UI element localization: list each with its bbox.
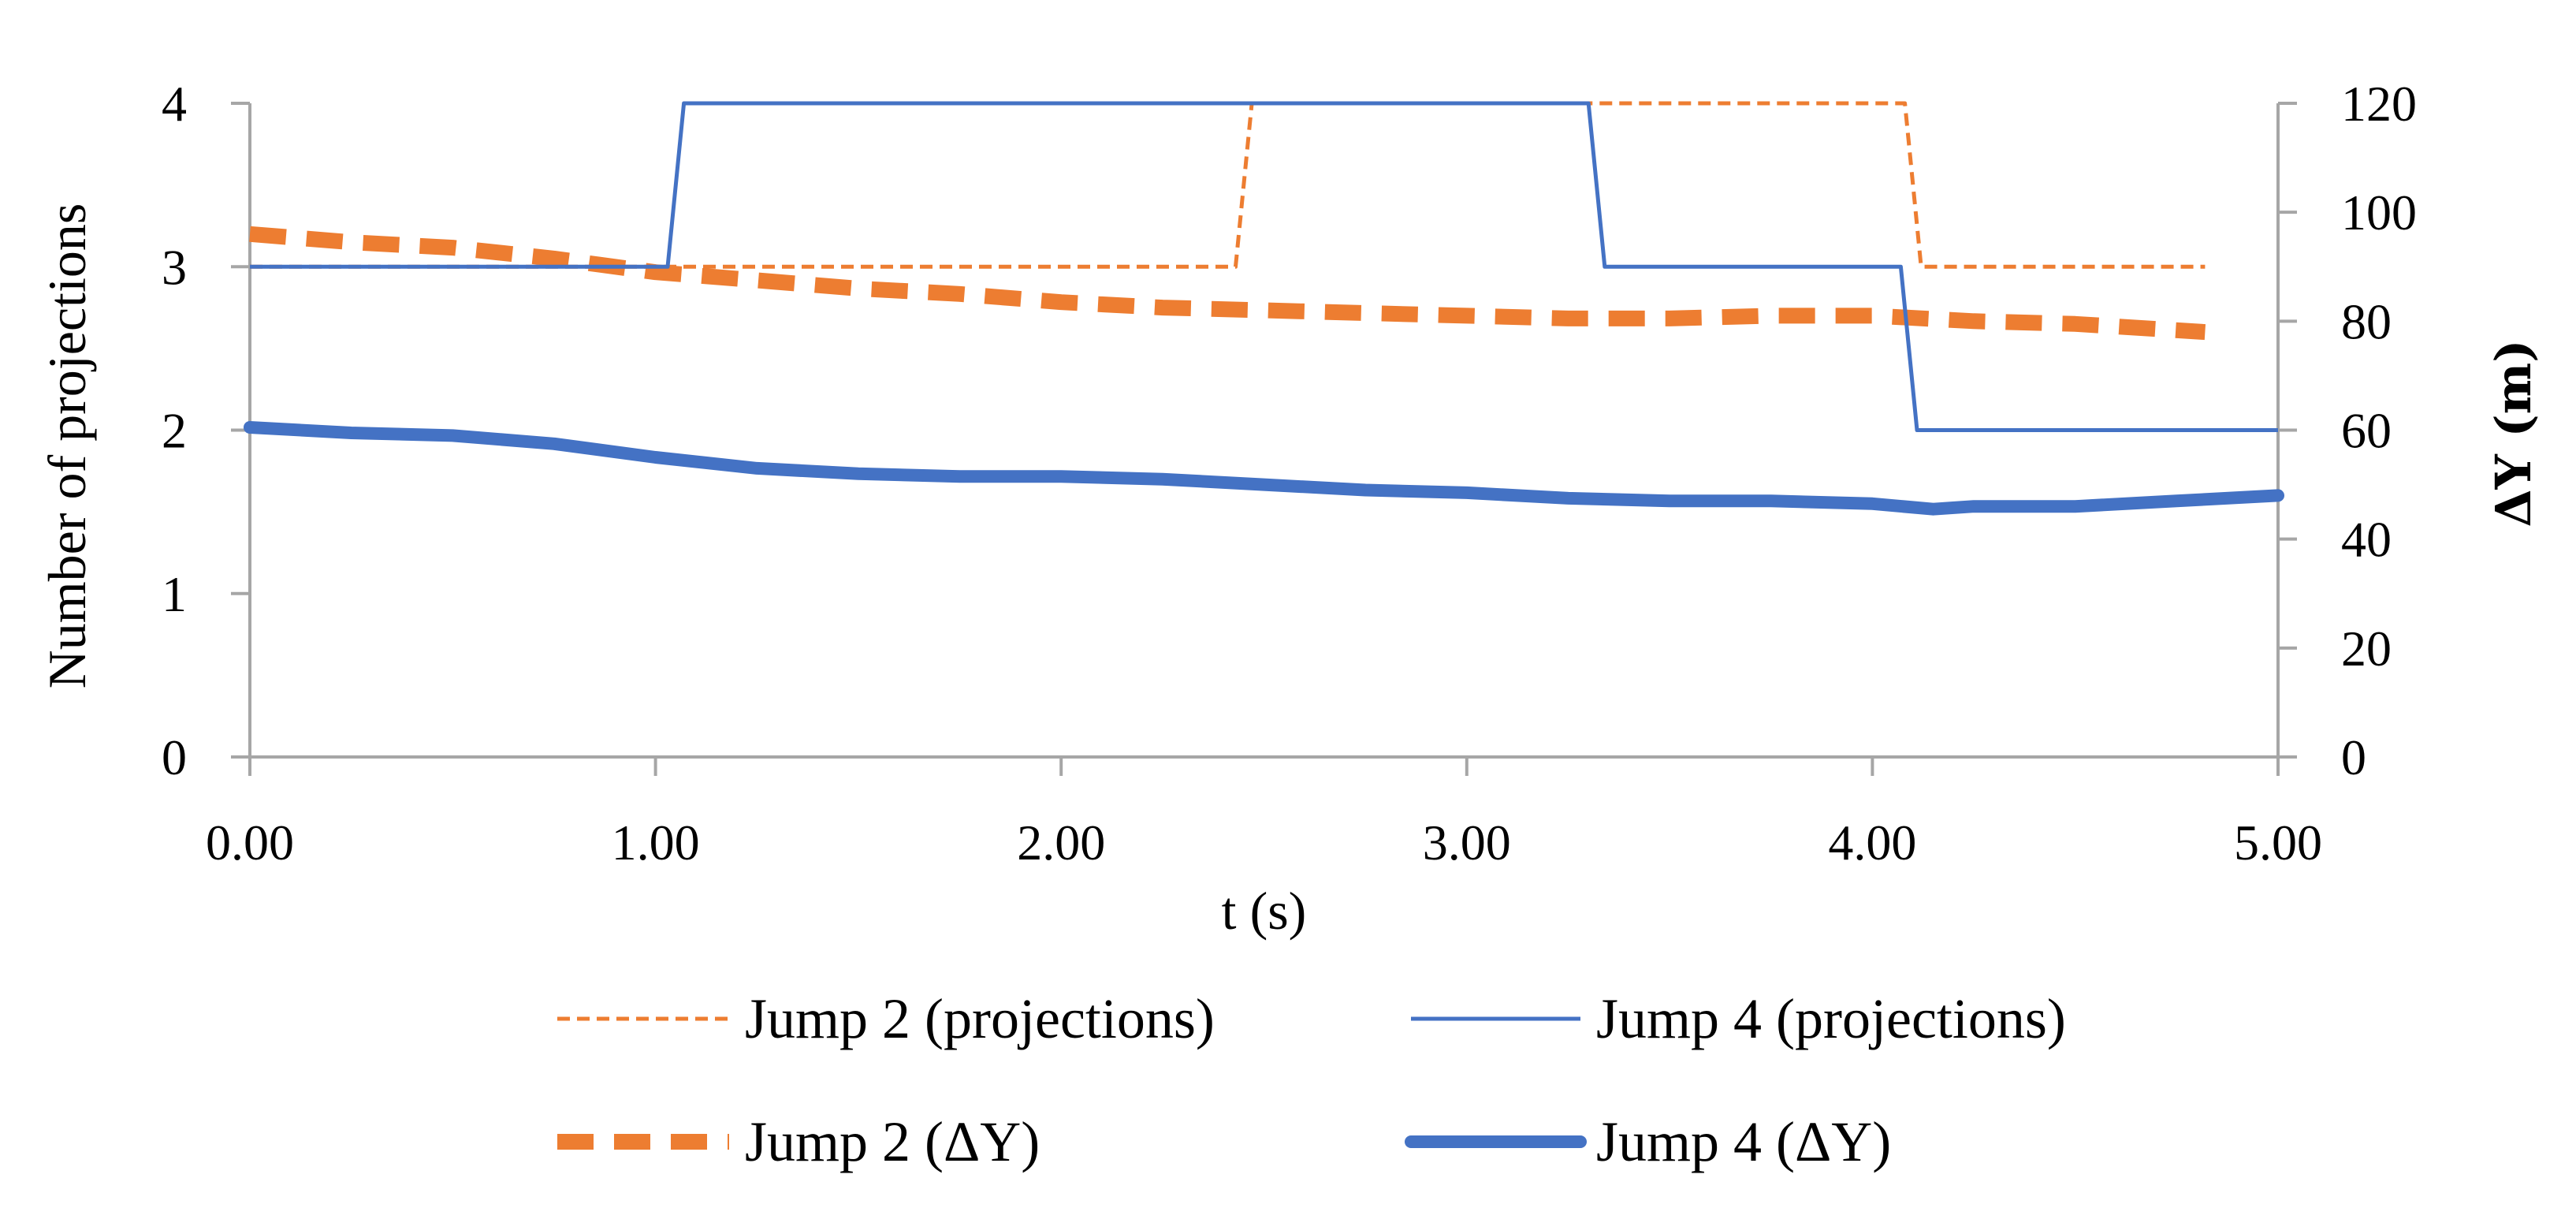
legend-item[interactable]: Jump 4 (ΔY): [1405, 1110, 1891, 1173]
legend-label: Jump 2 (projections): [745, 987, 1215, 1050]
y-right-tick-label: 40: [2341, 512, 2392, 568]
plot-area: [244, 101, 2284, 516]
series-line-jump-2-projections: [250, 101, 2206, 269]
y-left-tick-label: 1: [162, 566, 187, 622]
axis-labels: 0.00 1.00 2.00 3.00 4.00 5.000123402040608010…: [37, 76, 2542, 941]
y-right-axis-title: ΔY (m): [2485, 339, 2542, 527]
series-line-jump-4-δy: [244, 421, 2284, 516]
series-line-jump-4-projections: [250, 101, 2278, 432]
x-tick-label: 0.00: [206, 815, 294, 871]
y-left-axis-title: Number of projections: [37, 203, 97, 689]
y-right-tick-label: 60: [2341, 403, 2392, 459]
y-right-tick-label: 80: [2341, 293, 2392, 349]
legend-label: Jump 4 (ΔY): [1596, 1110, 1891, 1173]
x-tick-label: 3.00: [1423, 815, 1511, 871]
x-tick-label: 5.00: [2234, 815, 2322, 871]
y-right-tick-label: 20: [2341, 621, 2392, 677]
legend-label: Jump 4 (projections): [1596, 987, 2066, 1050]
y-left-tick-label: 0: [162, 729, 187, 785]
y-left-tick-label: 3: [162, 239, 187, 295]
y-right-tick-label: 0: [2341, 729, 2366, 785]
y-left-tick-label: 4: [162, 76, 187, 132]
axes: [231, 102, 2297, 776]
y-left-tick-label: 2: [162, 403, 187, 459]
x-axis-title: t (s): [1222, 881, 1307, 941]
legend-label: Jump 2 (ΔY): [745, 1110, 1040, 1173]
series-line-jump-2-δy: [249, 226, 2206, 341]
x-tick-label: 2.00: [1017, 815, 1105, 871]
y-right-tick-label: 120: [2341, 76, 2417, 132]
y-right-tick-label: 100: [2341, 185, 2417, 240]
legend[interactable]: Jump 2 (projections) Jump 4 (projections)…: [557, 987, 2066, 1173]
legend-item[interactable]: Jump 4 (projections): [1411, 987, 2066, 1050]
x-tick-label: 4.00: [1828, 815, 1916, 871]
legend-item[interactable]: Jump 2 (ΔY): [557, 1110, 1040, 1173]
x-tick-label: 1.00: [612, 815, 700, 871]
legend-item[interactable]: Jump 2 (projections): [557, 987, 1215, 1050]
